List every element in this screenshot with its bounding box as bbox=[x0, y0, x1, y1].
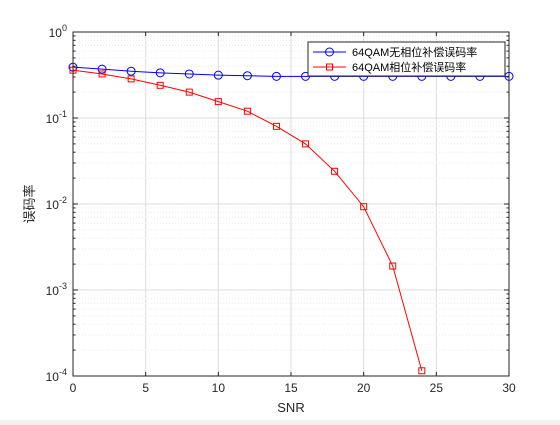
series-2 bbox=[69, 66, 426, 375]
data-point-marker bbox=[271, 71, 281, 81]
data-point-marker bbox=[97, 64, 107, 74]
ticks: 0 5 10 15 20 25 30 10-4 10-3 10-2 10-1 100 bbox=[46, 23, 516, 395]
data-point-marker bbox=[213, 70, 223, 80]
y-tick-label: 10-1 bbox=[46, 109, 67, 126]
data-point-marker bbox=[184, 69, 194, 79]
data-point-marker bbox=[185, 88, 193, 96]
data-point-marker bbox=[360, 203, 368, 211]
series-line bbox=[72, 69, 423, 371]
data-point-marker bbox=[155, 68, 165, 78]
x-tick-label: 10 bbox=[212, 381, 226, 395]
x-axis-label: SNR bbox=[277, 400, 304, 415]
legend-label-series-1: 64QAM无相位补偿误码率 bbox=[352, 45, 477, 59]
x-tick-label: 15 bbox=[284, 381, 298, 395]
legend-box bbox=[307, 41, 506, 77]
data-point-marker bbox=[389, 262, 397, 270]
y-tick-label: 10-3 bbox=[46, 281, 67, 298]
x-tick-label: 5 bbox=[142, 381, 149, 395]
data-point-marker bbox=[127, 75, 135, 83]
data-point-marker bbox=[98, 70, 106, 78]
y-axis-label: 误码率 bbox=[22, 184, 37, 223]
data-point-marker bbox=[126, 66, 136, 76]
x-tick-label: 25 bbox=[430, 381, 444, 395]
legend: 64QAM无相位补偿误码率 64QAM相位补偿误码率 bbox=[307, 41, 506, 77]
legend-marker-series-1 bbox=[325, 47, 334, 57]
x-tick-label: 0 bbox=[70, 381, 77, 395]
x-tick-label: 20 bbox=[357, 381, 371, 395]
legend-marker-series-2 bbox=[326, 63, 333, 71]
data-point-marker bbox=[272, 122, 280, 130]
data-point-marker bbox=[302, 140, 310, 148]
y-tick-label: 10-4 bbox=[46, 367, 67, 384]
data-point-marker bbox=[418, 367, 426, 375]
data-point-marker bbox=[156, 81, 164, 89]
data-point-marker bbox=[214, 98, 222, 106]
data-point-marker bbox=[331, 167, 339, 175]
legend-label-series-2: 64QAM相位补偿误码率 bbox=[352, 60, 466, 74]
data-point-marker bbox=[242, 71, 252, 81]
y-tick-label: 100 bbox=[49, 23, 67, 40]
x-tick-label: 30 bbox=[502, 381, 516, 395]
data-point-marker bbox=[243, 107, 251, 115]
y-tick-label: 10-2 bbox=[46, 195, 67, 212]
